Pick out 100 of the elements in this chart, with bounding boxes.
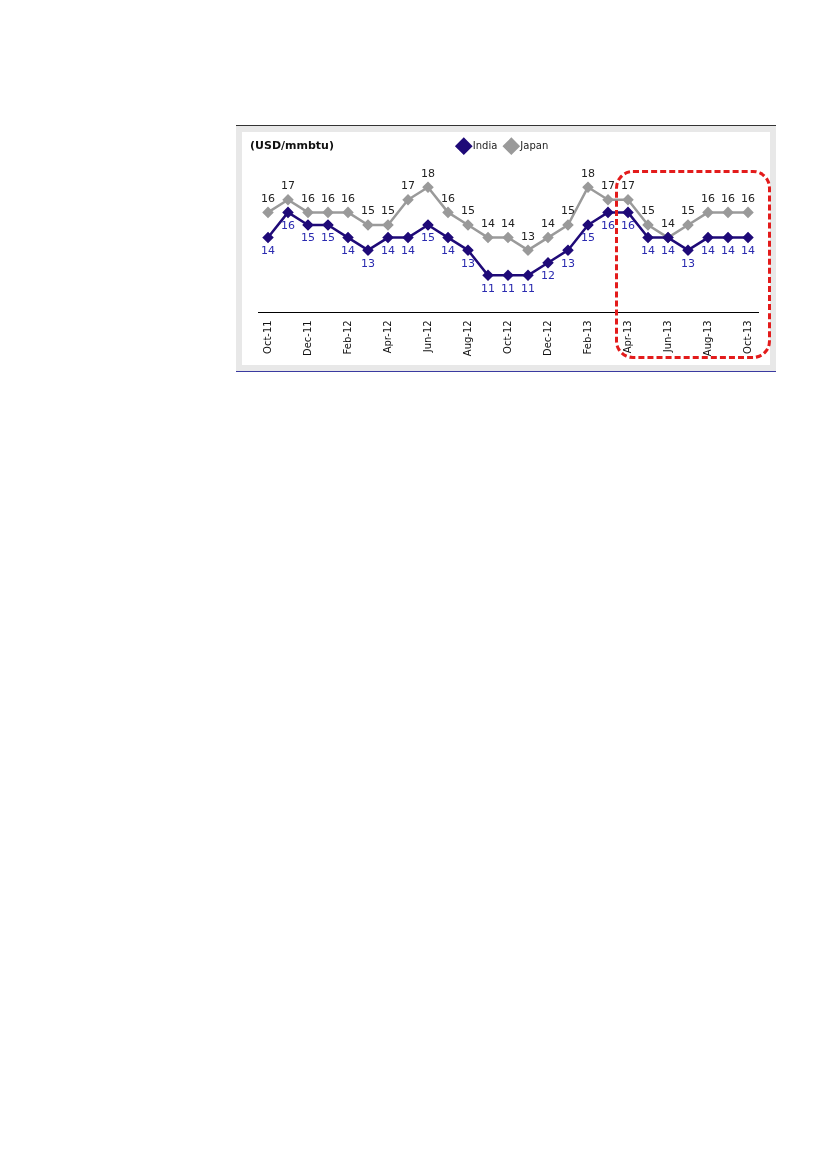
data-label: 18 xyxy=(581,166,595,180)
point xyxy=(302,219,314,231)
x-tick-label: Feb-13 xyxy=(581,320,593,355)
point xyxy=(482,270,494,281)
data-label: 16 xyxy=(721,191,735,205)
data-label: 13 xyxy=(461,256,475,270)
point xyxy=(322,219,334,231)
data-label: 14 xyxy=(541,216,555,230)
chart-title: (USD/mmbtu) xyxy=(250,139,334,153)
data-label: 14 xyxy=(501,216,515,230)
point xyxy=(502,232,514,243)
point xyxy=(562,244,574,256)
point xyxy=(702,232,714,243)
data-label: 15 xyxy=(681,204,695,218)
point xyxy=(322,207,334,218)
point xyxy=(522,270,534,281)
data-label: 16 xyxy=(601,218,615,232)
point xyxy=(742,232,754,243)
data-label: 13 xyxy=(681,256,695,270)
data-label: 14 xyxy=(381,243,395,257)
x-tick-label: Apr-12 xyxy=(381,320,393,354)
point xyxy=(682,244,694,256)
x-tick-label: Dec-12 xyxy=(541,320,553,357)
point xyxy=(482,232,494,243)
data-label: 16 xyxy=(321,191,335,205)
x-tick-label: Aug-12 xyxy=(461,320,473,357)
x-tick-label: Oct-13 xyxy=(741,320,753,354)
data-label: 14 xyxy=(721,243,735,257)
data-label: 15 xyxy=(361,204,375,218)
data-label: 14 xyxy=(261,243,275,257)
point xyxy=(262,207,274,218)
legend-label: India xyxy=(472,139,498,151)
x-tick-label: Oct-11 xyxy=(261,320,273,354)
data-label: 11 xyxy=(521,281,535,295)
point xyxy=(462,219,474,231)
x-tick-label: Jun-12 xyxy=(421,320,433,354)
point xyxy=(602,207,614,218)
data-label: 13 xyxy=(361,256,375,270)
data-label: 15 xyxy=(421,231,435,245)
data-label: 16 xyxy=(441,191,455,205)
data-label: 15 xyxy=(381,204,395,218)
point xyxy=(262,232,274,243)
data-label: 16 xyxy=(621,218,635,232)
point xyxy=(442,232,454,243)
data-label: 16 xyxy=(301,191,315,205)
point xyxy=(282,194,294,206)
point xyxy=(522,244,534,256)
legend-label: Japan xyxy=(519,139,549,151)
point xyxy=(342,232,354,243)
data-label: 11 xyxy=(501,281,515,295)
point xyxy=(422,181,434,193)
point xyxy=(342,207,354,218)
data-label: 15 xyxy=(641,204,655,218)
data-label: 15 xyxy=(461,204,475,218)
data-label: 17 xyxy=(281,179,295,193)
point xyxy=(502,270,514,281)
point xyxy=(542,232,554,243)
data-label: 13 xyxy=(521,229,535,243)
point xyxy=(462,244,474,256)
data-label: 15 xyxy=(301,231,315,245)
data-label: 18 xyxy=(421,166,435,180)
data-label: 14 xyxy=(661,216,675,230)
point xyxy=(722,232,734,243)
point xyxy=(362,244,374,256)
point xyxy=(562,219,574,231)
data-label: 17 xyxy=(601,179,615,193)
data-label: 15 xyxy=(321,231,335,245)
data-label: 15 xyxy=(561,204,575,218)
data-label: 14 xyxy=(341,243,355,257)
data-label: 16 xyxy=(281,218,295,232)
data-label: 14 xyxy=(401,243,415,257)
x-tick-label: Oct-12 xyxy=(501,320,513,354)
data-label: 15 xyxy=(581,231,595,245)
point xyxy=(722,207,734,218)
point xyxy=(582,219,594,231)
point xyxy=(362,219,374,231)
data-label: 13 xyxy=(561,256,575,270)
data-label: 14 xyxy=(481,216,495,230)
data-label: 14 xyxy=(741,243,755,257)
point xyxy=(642,232,654,243)
data-label: 14 xyxy=(661,243,675,257)
point xyxy=(302,207,314,218)
data-label: 17 xyxy=(401,179,415,193)
point xyxy=(402,194,414,206)
point xyxy=(682,219,694,231)
data-label: 14 xyxy=(441,243,455,257)
x-tick-label: Aug-13 xyxy=(701,320,713,357)
data-label: 16 xyxy=(741,191,755,205)
data-label: 14 xyxy=(701,243,715,257)
x-tick-label: Dec-11 xyxy=(301,320,313,357)
point xyxy=(622,207,634,218)
point xyxy=(382,219,394,231)
data-label: 17 xyxy=(621,179,635,193)
data-label: 16 xyxy=(341,191,355,205)
point xyxy=(422,219,434,231)
point xyxy=(642,219,654,231)
x-tick-label: Feb-12 xyxy=(341,320,353,355)
point xyxy=(742,207,754,218)
x-tick-label: Jun-13 xyxy=(661,320,673,354)
point xyxy=(542,257,554,269)
